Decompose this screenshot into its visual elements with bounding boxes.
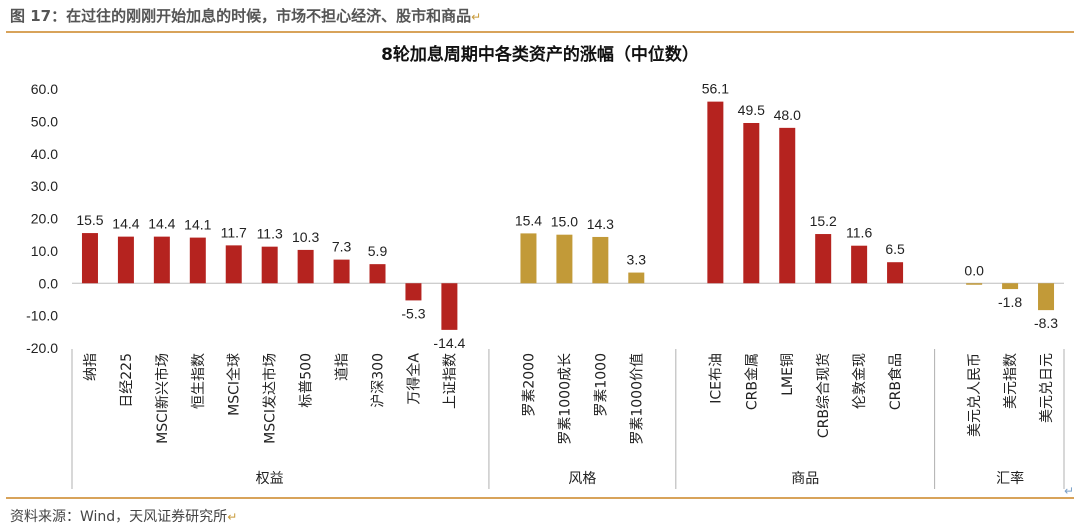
group-label: 风格 [568,471,596,487]
data-label: -14.4 [433,335,465,351]
data-label: 0.0 [964,262,984,278]
category-label: 沪深300 [371,353,387,408]
category-label: 恒生指数 [191,353,207,409]
bar-0-7 [333,259,350,284]
data-label: 7.3 [332,239,352,255]
bar-0-5 [261,246,278,284]
bar-0-4 [225,245,242,284]
data-label: 15.5 [76,212,103,228]
group-label: 权益 [256,471,284,487]
bar-2-4 [851,245,868,284]
return-mark-corner-icon: ↵ [1063,484,1074,498]
bar-2-1 [743,122,760,284]
category-label: MSCI全球 [226,353,243,416]
bar-0-8 [369,264,386,284]
category-label: 罗素1000价值 [629,353,645,445]
bar-2-3 [815,234,832,284]
category-label: 罗素1000成长 [557,353,573,445]
category-label: 罗素2000 [521,353,537,417]
data-label: 14.4 [148,216,175,232]
category-label: 罗素1000 [593,353,609,417]
category-label: CRB食品 [887,353,904,410]
group-label: 商品 [791,471,819,487]
bar-0-10 [441,283,458,330]
data-label: 3.3 [627,252,647,268]
category-label: 日经225 [119,353,135,408]
category-label: MSCI新兴市场 [154,353,171,444]
bottom-rule [6,497,1074,499]
chart-canvas: 8轮加息周期中各类资产的涨幅（中位数） 60.0 50.0 40.0 30.0 20.0… [26,44,1065,489]
chart-title: 8轮加息周期中各类资产的涨幅（中位数） [381,44,699,65]
data-label: 11.3 [257,226,283,242]
category-label: 上证指数 [442,353,458,409]
data-label: 56.1 [702,81,729,97]
data-label: 14.3 [587,216,614,232]
data-label: -5.3 [401,305,425,321]
data-label: 15.0 [551,214,578,230]
data-label: 14.4 [112,216,139,232]
category-label: MSCI发达市场 [262,353,279,444]
category-label: LME铜 [780,353,796,396]
y-tick-label: 30.0 [31,178,58,194]
bar-0-9 [405,283,422,301]
bar-1-3 [628,272,645,284]
category-label: 美元兑日元 [1039,353,1055,423]
y-tick-label: 20.0 [31,211,58,227]
bar-2-2 [779,127,796,284]
data-label: 15.4 [515,212,542,228]
bar-0-6 [297,249,314,284]
data-label: 14.1 [184,217,211,233]
bar-1-1 [556,234,573,284]
bar-3-2 [1038,283,1055,311]
category-label: 万得全A [405,353,422,405]
bar-3-1 [1002,283,1019,290]
bar-2-0 [707,101,724,284]
y-tick-label: 0.0 [39,275,59,291]
data-label: 48.0 [774,107,801,123]
bar-0-1 [117,236,134,284]
data-label: 10.3 [292,229,319,245]
category-label: 美元兑人民币 [967,353,983,437]
y-tick-label: 10.0 [31,243,58,259]
category-label: 道指 [335,353,351,381]
group-label: 汇率 [996,470,1024,487]
category-label: 标普500 [299,353,315,408]
bar-0-2 [153,236,170,284]
bar-0-0 [81,233,98,284]
data-label: -1.8 [998,294,1022,310]
category-label: ICE布油 [708,353,724,404]
y-tick-label: 60.0 [31,81,58,97]
data-label: 11.7 [221,224,247,240]
y-tick-label: -20.0 [26,340,58,356]
category-label: 纳指 [83,353,99,381]
data-label: 5.9 [368,243,388,259]
bar-1-0 [520,233,537,284]
data-label: 6.5 [885,241,905,257]
bar-1-2 [592,236,609,284]
category-label: 美元指数 [1003,353,1019,409]
bar-0-3 [189,237,206,284]
top-rule [6,31,1074,33]
data-label: 49.5 [738,102,765,118]
return-mark-icon: ↵ [471,10,482,24]
return-mark-icon: ↵ [227,510,238,524]
category-label: CRB金属 [744,353,760,410]
bar-3-0 [966,283,983,285]
y-tick-label: 40.0 [31,146,58,162]
data-label: 11.6 [846,225,872,241]
category-label: 伦敦金现 [852,353,868,409]
y-tick-label: -10.0 [26,308,58,324]
data-label: -8.3 [1034,315,1058,331]
source-note: 资料来源：Wind，天风证券研究所↵ [10,509,238,525]
bar-2-5 [887,262,904,284]
y-tick-label: 50.0 [31,113,58,129]
figure-title: 图 17：在过往的刚刚开始加息的时候，市场不担心经济、股市和商品↵ [10,7,482,25]
category-label: CRB综合现货 [815,353,832,438]
data-label: 15.2 [810,213,837,229]
